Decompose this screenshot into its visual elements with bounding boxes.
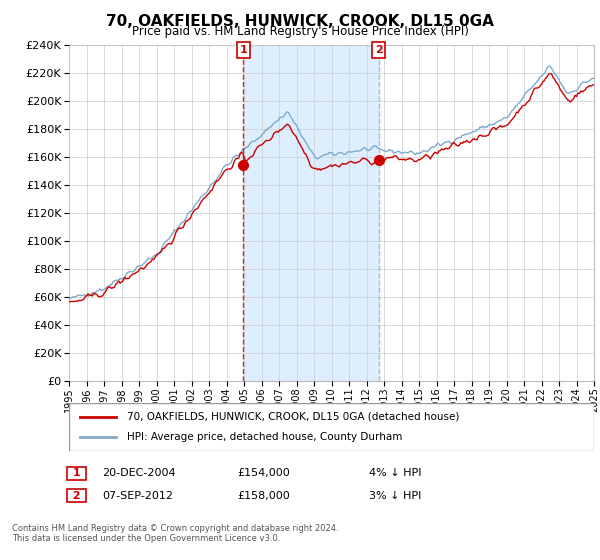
- Text: £158,000: £158,000: [237, 491, 290, 501]
- Text: 2: 2: [375, 45, 382, 55]
- Text: 3% ↓ HPI: 3% ↓ HPI: [369, 491, 421, 501]
- Text: 1: 1: [239, 45, 247, 55]
- Text: HPI: Average price, detached house, County Durham: HPI: Average price, detached house, Coun…: [127, 432, 402, 442]
- Text: 2: 2: [69, 491, 85, 501]
- Bar: [244, 45, 379, 381]
- Text: 4% ↓ HPI: 4% ↓ HPI: [369, 468, 421, 478]
- Text: Contains HM Land Registry data © Crown copyright and database right 2024.
This d: Contains HM Land Registry data © Crown c…: [12, 524, 338, 543]
- Text: 70, OAKFIELDS, HUNWICK, CROOK, DL15 0GA (detached house): 70, OAKFIELDS, HUNWICK, CROOK, DL15 0GA …: [127, 412, 459, 422]
- Text: 70, OAKFIELDS, HUNWICK, CROOK, DL15 0GA: 70, OAKFIELDS, HUNWICK, CROOK, DL15 0GA: [106, 14, 494, 29]
- Text: Price paid vs. HM Land Registry's House Price Index (HPI): Price paid vs. HM Land Registry's House …: [131, 25, 469, 38]
- Text: 20-DEC-2004: 20-DEC-2004: [102, 468, 176, 478]
- FancyBboxPatch shape: [69, 403, 594, 451]
- Text: 1: 1: [69, 468, 85, 478]
- Text: 07-SEP-2012: 07-SEP-2012: [102, 491, 173, 501]
- Text: £154,000: £154,000: [237, 468, 290, 478]
